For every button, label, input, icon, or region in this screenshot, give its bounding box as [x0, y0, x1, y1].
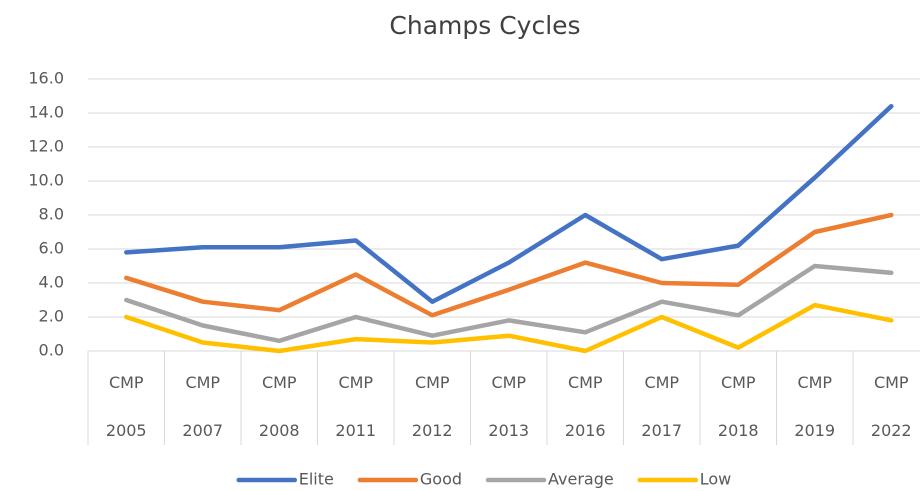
y-tick-label: 8.0 [39, 205, 64, 224]
y-tick-label: 2.0 [39, 307, 64, 326]
x-tick-label: CMP 2016 [565, 373, 606, 440]
series-line [124, 212, 894, 318]
y-tick-label: 16.0 [28, 69, 64, 88]
y-tick-label: 12.0 [28, 137, 64, 156]
x-tick-label: CMP 2018 [718, 373, 759, 440]
x-tick-label: CMP 2013 [488, 373, 529, 440]
x-tick-label: CMP 2011 [335, 373, 376, 440]
series-line [124, 302, 894, 354]
x-tick-label: CMP 2005 [106, 373, 147, 440]
legend-label: Low [700, 470, 732, 489]
chart-title: Champs Cycles [389, 11, 580, 40]
y-tick-label: 0.0 [39, 341, 64, 360]
series-line [124, 263, 894, 344]
legend-label: Elite [299, 470, 334, 489]
x-tick-label: CMP 2022 [871, 373, 912, 440]
x-tick-label: CMP 2007 [182, 373, 223, 440]
y-tick-label: 6.0 [39, 239, 64, 258]
x-tick-label: CMP 2012 [412, 373, 453, 440]
legend-label: Average [548, 470, 614, 489]
series-line [124, 103, 894, 304]
x-tick-label: CMP 2008 [259, 373, 300, 440]
y-tick-label: 14.0 [28, 103, 64, 122]
y-tick-label: 4.0 [39, 273, 64, 292]
x-tick-label: CMP 2017 [641, 373, 682, 440]
y-tick-label: 10.0 [28, 171, 64, 190]
x-tick-label: CMP 2019 [794, 373, 835, 440]
legend-label: Good [420, 470, 462, 489]
